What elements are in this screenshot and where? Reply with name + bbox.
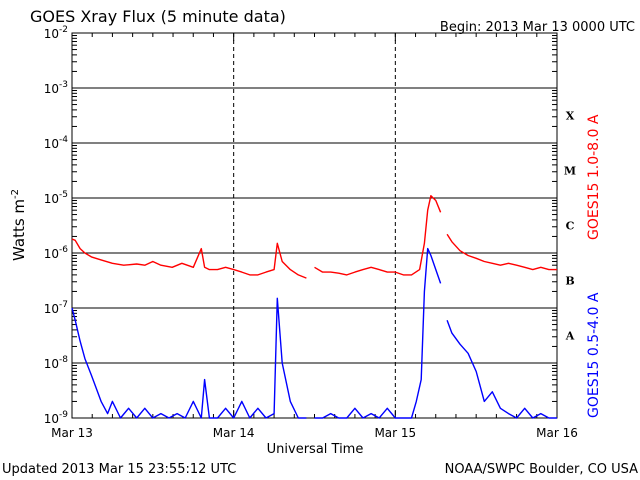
y-tick-exponent: -6 [59, 245, 68, 255]
y-tick-base: 10 [44, 82, 59, 96]
y-tick-label: 10-5 [44, 190, 68, 206]
y-tick-label: 10-8 [44, 355, 69, 371]
y-tick-base: 10 [44, 412, 59, 426]
y-tick-base: 10 [44, 27, 59, 41]
legend-short-wave: GOES15 0.5-4.0 A [586, 292, 602, 418]
y-tick-exponent: -8 [59, 355, 68, 365]
y-tick-exponent: -3 [59, 80, 68, 90]
y-tick-exponent: -9 [59, 410, 68, 420]
y-tick-label: 10-3 [44, 80, 68, 96]
y-tick-base: 10 [44, 302, 59, 316]
y-tick-base: 10 [44, 137, 59, 151]
y-tick-exponent: -2 [59, 25, 68, 35]
plot-grid [72, 32, 557, 419]
y-tick-base: 10 [44, 247, 59, 261]
credit: NOAA/SWPC Boulder, CO USA [445, 462, 638, 477]
y-axis-unit: Watts m [10, 199, 28, 261]
flare-class-label: A [565, 330, 575, 343]
y-tick-label: 10-6 [44, 245, 69, 261]
x-tick-label: Mar 15 [374, 426, 416, 440]
series-line [71, 297, 307, 419]
begin-time: Begin: 2013 Mar 13 0000 UTC [440, 20, 635, 35]
y-tick-base: 10 [44, 192, 59, 206]
updated-timestamp: Updated 2013 Mar 15 23:55:12 UTC [2, 462, 236, 477]
y-tick-label: 10-4 [44, 135, 69, 151]
series-line [314, 247, 442, 419]
series-line [71, 238, 307, 279]
y-tick-exponent: -7 [59, 300, 68, 310]
y-axis-unit-exponent: -2 [10, 189, 21, 199]
x-axis-label: Universal Time [267, 442, 364, 457]
x-tick-label: Mar 16 [536, 426, 578, 440]
y-tick-labels: 10-210-310-410-510-610-710-810-9 [44, 25, 69, 426]
y-tick-label: 10-7 [44, 300, 68, 316]
chart-title: GOES Xray Flux (5 minute data) [30, 7, 286, 26]
x-tick-labels: Mar 13 Mar 14 Mar 15 Mar 16 [51, 426, 578, 440]
series-line [314, 194, 442, 276]
series-line [446, 319, 557, 419]
y-tick-exponent: -4 [59, 135, 68, 145]
y-tick-label: 10-2 [44, 25, 68, 41]
series-line [446, 233, 557, 271]
axis-ticks [71, 33, 558, 418]
x-tick-label: Mar 14 [213, 426, 255, 440]
y-axis-label: Watts m-2 [10, 189, 28, 261]
legend-long-wave: GOES15 1.0-8.0 A [586, 114, 602, 240]
flare-class-label: X [566, 110, 575, 123]
flare-class-labels: X M C B A [564, 110, 576, 343]
y-tick-label: 10-9 [44, 410, 69, 426]
series-lines [71, 194, 557, 419]
flare-class-label: B [565, 275, 574, 288]
y-tick-exponent: -5 [59, 190, 68, 200]
flare-class-label: C [566, 220, 575, 233]
plot-area [71, 32, 558, 419]
y-tick-base: 10 [44, 357, 59, 371]
x-tick-label: Mar 13 [51, 426, 93, 440]
flare-class-label: M [564, 165, 576, 178]
